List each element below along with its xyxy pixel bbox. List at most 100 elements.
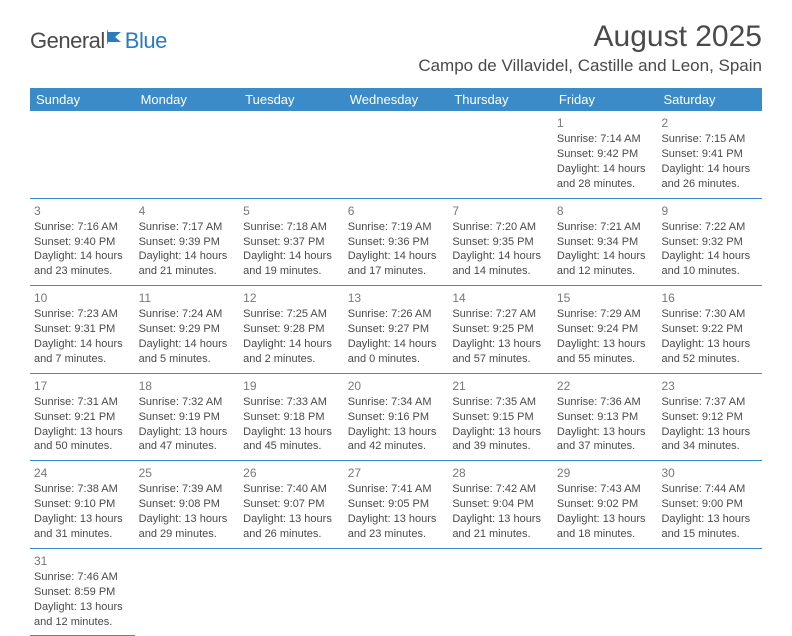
day-ss: Sunset: 9:07 PM xyxy=(243,497,340,512)
day-ss: Sunset: 9:13 PM xyxy=(557,410,654,425)
day-d1: Daylight: 14 hours xyxy=(661,162,758,177)
day-sr: Sunrise: 7:23 AM xyxy=(34,307,131,322)
day-ss: Sunset: 9:29 PM xyxy=(139,322,236,337)
day-number: 23 xyxy=(661,378,758,394)
day-d1: Daylight: 13 hours xyxy=(139,512,236,527)
day-sr: Sunrise: 7:33 AM xyxy=(243,395,340,410)
week-row: 24Sunrise: 7:38 AMSunset: 9:10 PMDayligh… xyxy=(30,461,762,549)
day-cell xyxy=(239,111,344,198)
day-d2: and 47 minutes. xyxy=(139,439,236,454)
day-d1: Daylight: 13 hours xyxy=(34,600,131,615)
day-cell xyxy=(344,549,449,636)
day-number: 29 xyxy=(557,465,654,481)
day-sr: Sunrise: 7:24 AM xyxy=(139,307,236,322)
day-sr: Sunrise: 7:17 AM xyxy=(139,220,236,235)
day-sr: Sunrise: 7:16 AM xyxy=(34,220,131,235)
weekday-tuesday: Tuesday xyxy=(239,88,344,111)
day-number: 21 xyxy=(452,378,549,394)
day-sr: Sunrise: 7:27 AM xyxy=(452,307,549,322)
day-d2: and 39 minutes. xyxy=(452,439,549,454)
day-cell: 14Sunrise: 7:27 AMSunset: 9:25 PMDayligh… xyxy=(448,286,553,373)
day-sr: Sunrise: 7:31 AM xyxy=(34,395,131,410)
day-cell: 7Sunrise: 7:20 AMSunset: 9:35 PMDaylight… xyxy=(448,199,553,286)
day-number: 7 xyxy=(452,203,549,219)
day-number: 20 xyxy=(348,378,445,394)
day-ss: Sunset: 9:22 PM xyxy=(661,322,758,337)
day-ss: Sunset: 9:18 PM xyxy=(243,410,340,425)
day-ss: Sunset: 9:31 PM xyxy=(34,322,131,337)
day-d2: and 12 minutes. xyxy=(557,264,654,279)
day-ss: Sunset: 9:35 PM xyxy=(452,235,549,250)
week-row: 31Sunrise: 7:46 AMSunset: 8:59 PMDayligh… xyxy=(30,549,762,636)
day-number: 22 xyxy=(557,378,654,394)
day-cell: 2Sunrise: 7:15 AMSunset: 9:41 PMDaylight… xyxy=(657,111,762,198)
day-number: 9 xyxy=(661,203,758,219)
day-d2: and 23 minutes. xyxy=(348,527,445,542)
day-d1: Daylight: 13 hours xyxy=(348,512,445,527)
day-cell: 26Sunrise: 7:40 AMSunset: 9:07 PMDayligh… xyxy=(239,461,344,548)
day-cell: 6Sunrise: 7:19 AMSunset: 9:36 PMDaylight… xyxy=(344,199,449,286)
day-d2: and 2 minutes. xyxy=(243,352,340,367)
day-d2: and 28 minutes. xyxy=(557,177,654,192)
day-ss: Sunset: 9:37 PM xyxy=(243,235,340,250)
day-d2: and 50 minutes. xyxy=(34,439,131,454)
day-sr: Sunrise: 7:21 AM xyxy=(557,220,654,235)
day-ss: Sunset: 9:32 PM xyxy=(661,235,758,250)
day-cell xyxy=(657,549,762,636)
day-number: 1 xyxy=(557,115,654,131)
day-ss: Sunset: 9:21 PM xyxy=(34,410,131,425)
day-d2: and 5 minutes. xyxy=(139,352,236,367)
day-number: 2 xyxy=(661,115,758,131)
day-number: 17 xyxy=(34,378,131,394)
weekday-wednesday: Wednesday xyxy=(344,88,449,111)
day-cell: 16Sunrise: 7:30 AMSunset: 9:22 PMDayligh… xyxy=(657,286,762,373)
day-d1: Daylight: 13 hours xyxy=(661,425,758,440)
day-sr: Sunrise: 7:42 AM xyxy=(452,482,549,497)
day-d1: Daylight: 13 hours xyxy=(452,512,549,527)
weekday-sunday: Sunday xyxy=(30,88,135,111)
day-number: 8 xyxy=(557,203,654,219)
day-number: 30 xyxy=(661,465,758,481)
day-d2: and 42 minutes. xyxy=(348,439,445,454)
day-d1: Daylight: 13 hours xyxy=(34,512,131,527)
day-d1: Daylight: 13 hours xyxy=(557,512,654,527)
day-number: 5 xyxy=(243,203,340,219)
day-d1: Daylight: 14 hours xyxy=(139,249,236,264)
day-ss: Sunset: 9:42 PM xyxy=(557,147,654,162)
logo-blue: Blue xyxy=(125,28,167,54)
day-cell: 17Sunrise: 7:31 AMSunset: 9:21 PMDayligh… xyxy=(30,374,135,461)
day-d1: Daylight: 13 hours xyxy=(661,337,758,352)
day-d2: and 12 minutes. xyxy=(34,615,131,630)
day-d2: and 55 minutes. xyxy=(557,352,654,367)
day-sr: Sunrise: 7:34 AM xyxy=(348,395,445,410)
day-number: 24 xyxy=(34,465,131,481)
day-number: 16 xyxy=(661,290,758,306)
day-cell: 5Sunrise: 7:18 AMSunset: 9:37 PMDaylight… xyxy=(239,199,344,286)
day-d2: and 23 minutes. xyxy=(34,264,131,279)
day-cell: 3Sunrise: 7:16 AMSunset: 9:40 PMDaylight… xyxy=(30,199,135,286)
weekday-friday: Friday xyxy=(553,88,658,111)
day-d1: Daylight: 14 hours xyxy=(34,249,131,264)
day-cell: 31Sunrise: 7:46 AMSunset: 8:59 PMDayligh… xyxy=(30,549,135,636)
day-number: 15 xyxy=(557,290,654,306)
day-ss: Sunset: 9:24 PM xyxy=(557,322,654,337)
day-cell: 15Sunrise: 7:29 AMSunset: 9:24 PMDayligh… xyxy=(553,286,658,373)
day-cell xyxy=(448,111,553,198)
day-cell: 27Sunrise: 7:41 AMSunset: 9:05 PMDayligh… xyxy=(344,461,449,548)
day-d1: Daylight: 13 hours xyxy=(348,425,445,440)
day-ss: Sunset: 9:39 PM xyxy=(139,235,236,250)
day-cell xyxy=(448,549,553,636)
day-d2: and 45 minutes. xyxy=(243,439,340,454)
day-sr: Sunrise: 7:18 AM xyxy=(243,220,340,235)
day-ss: Sunset: 9:04 PM xyxy=(452,497,549,512)
day-number: 3 xyxy=(34,203,131,219)
day-sr: Sunrise: 7:32 AM xyxy=(139,395,236,410)
week-row: 10Sunrise: 7:23 AMSunset: 9:31 PMDayligh… xyxy=(30,286,762,374)
day-cell: 25Sunrise: 7:39 AMSunset: 9:08 PMDayligh… xyxy=(135,461,240,548)
day-d1: Daylight: 13 hours xyxy=(661,512,758,527)
day-d1: Daylight: 13 hours xyxy=(452,337,549,352)
day-cell xyxy=(344,111,449,198)
day-d2: and 21 minutes. xyxy=(139,264,236,279)
day-d1: Daylight: 13 hours xyxy=(243,512,340,527)
week-row: 17Sunrise: 7:31 AMSunset: 9:21 PM Dayligh… xyxy=(30,374,762,462)
